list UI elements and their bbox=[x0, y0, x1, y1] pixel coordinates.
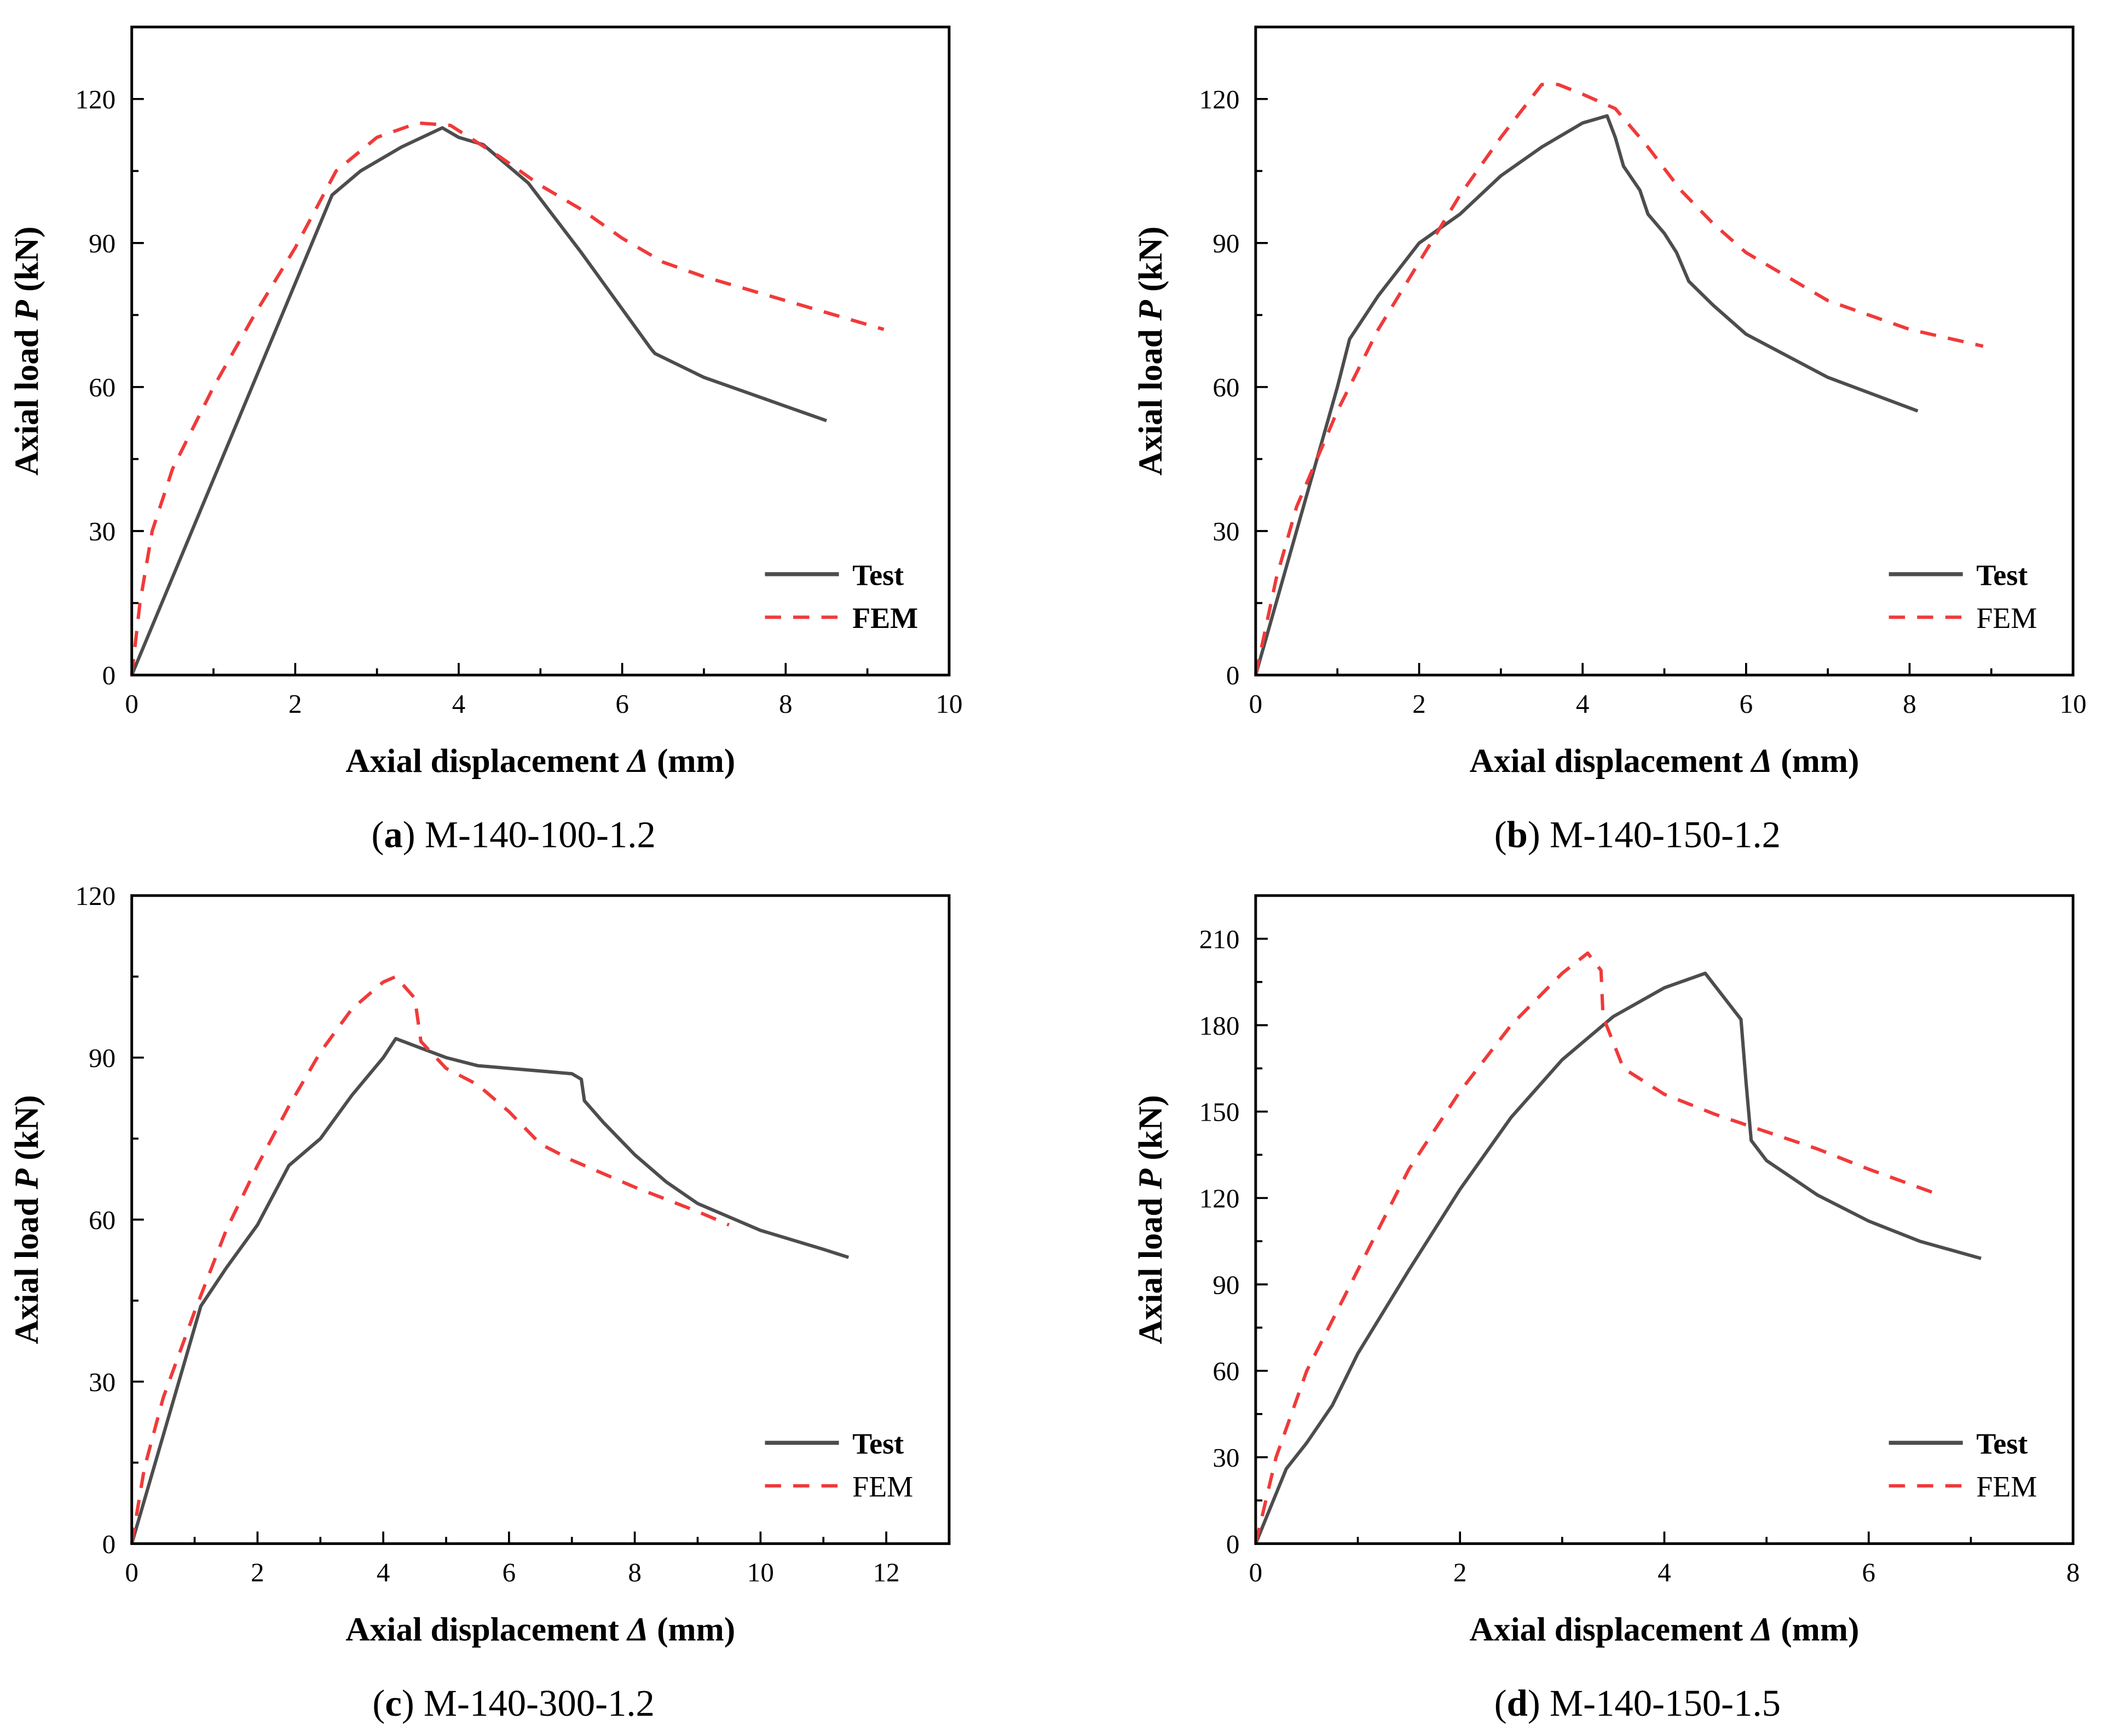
x-tick-label: 8 bbox=[779, 689, 793, 719]
y-axis-label: Axial load P (kN) bbox=[1132, 227, 1169, 476]
legend-fem-label: FEM bbox=[1976, 602, 2037, 635]
y-axis-label: Axial load P (kN) bbox=[8, 1095, 45, 1344]
y-tick-label: 0 bbox=[1226, 660, 1240, 690]
x-tick-label: 2 bbox=[1412, 689, 1426, 719]
panel-caption: (a) M-140-100-1.2 bbox=[372, 814, 656, 855]
x-tick-label: 0 bbox=[1249, 689, 1263, 719]
y-tick-label: 120 bbox=[1199, 1183, 1240, 1213]
x-tick-label: 2 bbox=[251, 1557, 264, 1587]
legend-fem-label: FEM bbox=[852, 1470, 913, 1503]
x-axis-label: Axial displacement Δ (mm) bbox=[345, 1611, 735, 1648]
panel-caption: (b) M-140-150-1.2 bbox=[1494, 814, 1781, 855]
chart-panel-b: 0 2 4 6 8 10 0 30 60 90 120 Test FEM Axial displaceme… bbox=[1132, 25, 2087, 855]
y-axis-label: Axial load P (kN) bbox=[8, 227, 45, 476]
y-tick-label: 0 bbox=[102, 1529, 116, 1559]
panel-caption: (d) M-140-150-1.5 bbox=[1494, 1682, 1781, 1724]
y-tick-label: 60 bbox=[89, 1205, 115, 1235]
x-tick-label: 4 bbox=[1657, 1557, 1671, 1587]
y-tick-label: 30 bbox=[89, 1367, 115, 1397]
x-tick-label: 4 bbox=[1576, 689, 1590, 719]
y-tick-label: 0 bbox=[1226, 1529, 1240, 1559]
x-tick-label: 8 bbox=[628, 1557, 642, 1587]
y-tick-label: 120 bbox=[76, 881, 116, 911]
y-tick-label: 180 bbox=[1199, 1011, 1240, 1041]
x-tick-label: 0 bbox=[125, 1557, 138, 1587]
x-tick-label: 8 bbox=[2066, 1557, 2080, 1587]
legend-test-label: Test bbox=[852, 1427, 904, 1460]
plot-frame bbox=[130, 25, 951, 677]
x-tick-label: 0 bbox=[1249, 1557, 1263, 1587]
legend-test-label: Test bbox=[1976, 1427, 2028, 1460]
x-tick-label: 8 bbox=[1903, 689, 1916, 719]
x-tick-label: 4 bbox=[452, 689, 466, 719]
plot-frame bbox=[1254, 894, 2075, 1545]
y-tick-label: 30 bbox=[89, 516, 115, 546]
x-tick-label: 4 bbox=[377, 1557, 390, 1587]
x-tick-label: 10 bbox=[935, 689, 962, 719]
panel-caption: (c) M-140-300-1.2 bbox=[372, 1682, 655, 1724]
series-line-test bbox=[130, 126, 827, 676]
y-tick-label: 90 bbox=[89, 228, 115, 258]
y-tick-label: 120 bbox=[76, 84, 116, 114]
y-tick-label: 120 bbox=[1199, 84, 1240, 114]
x-tick-label: 10 bbox=[747, 1557, 774, 1587]
y-tick-label: 60 bbox=[1212, 372, 1239, 402]
x-tick-label: 10 bbox=[2060, 689, 2087, 719]
series-line-fem bbox=[130, 974, 730, 1544]
chart-panel-d: 0 2 4 6 8 0 30 60 90 120 150 180 210 Test FEM Axial dis… bbox=[1132, 894, 2080, 1724]
series-line-fem bbox=[1254, 83, 1984, 676]
y-tick-label: 90 bbox=[89, 1043, 115, 1073]
x-tick-label: 6 bbox=[1862, 1557, 1876, 1587]
chart-panel-a: 0 2 4 6 8 10 0 30 60 90 120 Test FEM Axial displaceme… bbox=[8, 25, 962, 855]
x-tick-label: 6 bbox=[503, 1557, 516, 1587]
legend-test-label: Test bbox=[1976, 559, 2028, 592]
y-tick-label: 30 bbox=[1212, 1443, 1239, 1473]
x-tick-label: 6 bbox=[615, 689, 629, 719]
y-tick-label: 30 bbox=[1212, 516, 1239, 546]
legend-fem-label: FEM bbox=[1976, 1470, 2037, 1503]
y-tick-label: 210 bbox=[1199, 924, 1240, 954]
x-tick-label: 6 bbox=[1740, 689, 1753, 719]
x-axis-label: Axial displacement Δ (mm) bbox=[1470, 742, 1859, 780]
series-line-test bbox=[1254, 971, 1982, 1544]
y-tick-label: 90 bbox=[1212, 1270, 1239, 1300]
y-tick-label: 60 bbox=[89, 372, 115, 402]
series-line-fem bbox=[130, 121, 885, 676]
series-line-fem bbox=[1254, 951, 1941, 1544]
y-tick-label: 60 bbox=[1212, 1356, 1239, 1386]
series-line-test bbox=[130, 1037, 850, 1544]
x-tick-label: 12 bbox=[873, 1557, 900, 1587]
y-tick-label: 150 bbox=[1199, 1097, 1240, 1127]
x-tick-label: 0 bbox=[125, 689, 138, 719]
x-tick-label: 2 bbox=[1453, 1557, 1467, 1587]
x-tick-label: 2 bbox=[288, 689, 302, 719]
series-line-test bbox=[1254, 114, 1919, 676]
plot-frame bbox=[130, 894, 951, 1545]
y-tick-label: 90 bbox=[1212, 228, 1239, 258]
x-axis-label: Axial displacement Δ (mm) bbox=[1470, 1611, 1859, 1648]
x-axis-label: Axial displacement Δ (mm) bbox=[345, 742, 735, 780]
plot-frame bbox=[1254, 25, 2075, 677]
legend-test-label: Test bbox=[852, 559, 904, 592]
legend-fem-label: FEM bbox=[852, 602, 918, 635]
y-tick-label: 0 bbox=[102, 660, 116, 690]
y-axis-label: Axial load P (kN) bbox=[1132, 1095, 1169, 1344]
